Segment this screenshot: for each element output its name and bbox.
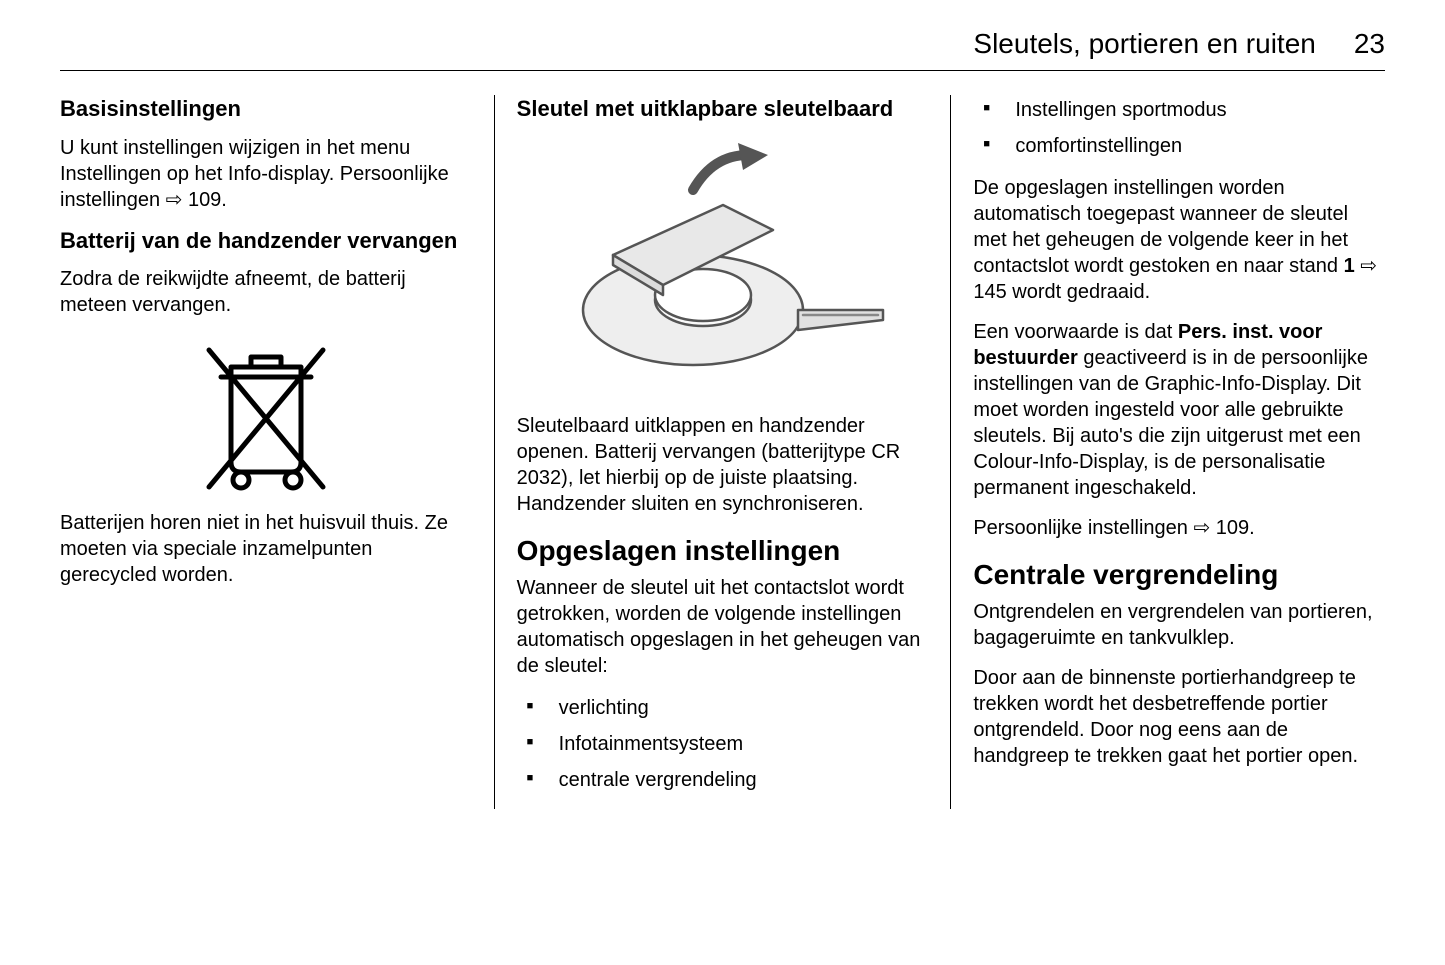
para-condition: Een voorwaarde is dat Pers. inst. voor b… <box>973 319 1385 501</box>
saved-settings-list: verlichting Infotainmentsysteem centrale… <box>517 693 929 795</box>
text-segment: De opgeslagen instellingen worden automa… <box>973 177 1348 277</box>
recycle-bin-figure <box>60 332 472 492</box>
column-3: Instellingen sportmodus comfortinstellin… <box>950 95 1385 809</box>
text-bold: 1 <box>1344 255 1355 277</box>
heading-basisinstellingen: Basisinstellingen <box>60 95 472 123</box>
page-header: Sleutels, portieren en ruiten 23 <box>60 28 1385 71</box>
para-key: Sleutelbaard uitklappen en handzen­der o… <box>517 413 929 517</box>
text-segment: Een voorwaarde is dat <box>973 321 1178 343</box>
list-item: Infotainmentsysteem <box>517 729 929 759</box>
para-basis: U kunt instellingen wijzigen in het menu… <box>60 135 472 213</box>
list-item: centrale vergrendeling <box>517 765 929 795</box>
para-saved: Wanneer de sleutel uit het contactslot w… <box>517 575 929 679</box>
heading-sleutel: Sleutel met uitklapbare sleutelbaard <box>517 95 929 123</box>
para-apply: De opgeslagen instellingen worden automa… <box>973 175 1385 305</box>
column-1: Basisinstellingen U kunt instellingen wi… <box>60 95 494 809</box>
para-batt-2: Batterijen horen niet in het huisvuil th… <box>60 510 472 588</box>
saved-settings-list-cont: Instellingen sportmodus comfortinstellin… <box>973 95 1385 161</box>
column-container: Basisinstellingen U kunt instellingen wi… <box>60 95 1385 809</box>
text-segment: geactiveerd is in de persoonlijke instel… <box>973 347 1368 499</box>
column-2: Sleutel met uitklapbare sleutelbaard <box>494 95 951 809</box>
key-battery-diagram-icon <box>543 135 903 395</box>
list-item: Instellingen sportmodus <box>973 95 1385 125</box>
key-battery-figure <box>517 135 929 395</box>
heading-opgeslagen: Opgeslagen instellingen <box>517 535 929 567</box>
para-batt-1: Zodra de reikwijdte afneemt, de batterij… <box>60 266 472 318</box>
list-item: comfortinstellingen <box>973 131 1385 161</box>
heading-centrale: Centrale vergrendeling <box>973 559 1385 591</box>
list-item: verlichting <box>517 693 929 723</box>
manual-page: Sleutels, portieren en ruiten 23 Basisin… <box>0 0 1445 829</box>
crossed-bin-icon <box>191 332 341 492</box>
header-title: Sleutels, portieren en ruiten <box>973 28 1315 60</box>
heading-batterij: Batterij van de handzender vervangen <box>60 227 472 255</box>
page-number: 23 <box>1354 28 1385 60</box>
para-ref: Persoonlijke instellingen ⇨ 109. <box>973 515 1385 541</box>
para-lock-1: Ontgrendelen en vergrendelen van portier… <box>973 599 1385 651</box>
para-lock-2: Door aan de binnenste portierhand­greep … <box>973 665 1385 769</box>
